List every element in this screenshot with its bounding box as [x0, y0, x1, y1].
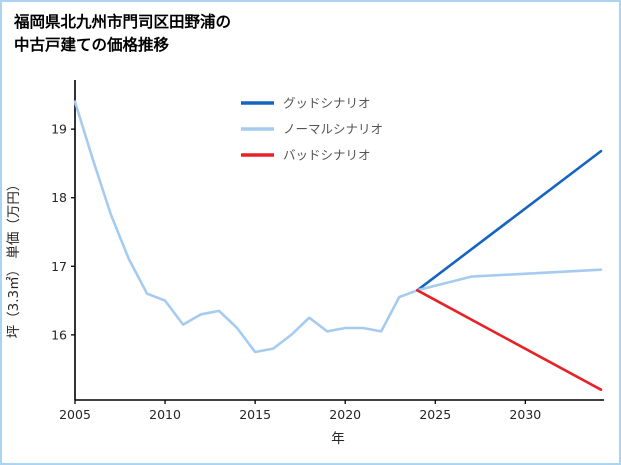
series-line-history [73, 100, 419, 354]
page-title-line1: 福岡県北九州市門司区田野浦の [14, 13, 232, 31]
y-tick-label: 17 [51, 259, 67, 274]
series-line-バッドシナリオ [415, 289, 603, 392]
page-title-line2: 中古戸建ての価格推移 [14, 36, 170, 55]
legend-label-2: ノーマルシナリオ [283, 122, 383, 137]
y-tick-label: 16 [51, 327, 67, 342]
x-tick-label: 2020 [329, 407, 361, 422]
y-tick-label: 18 [51, 190, 67, 205]
y-axis-title: 坪（3.3㎡） 単価（万円） [6, 178, 22, 339]
x-tick-label: 2005 [59, 407, 91, 422]
price-trend-chart: 2005 2010 2015 2020 2025 2030 16 17 18 19 年 坪（3.3㎡）… [6, 80, 604, 447]
x-tick-label: 2015 [239, 407, 271, 422]
x-tick-label: 2010 [149, 407, 181, 422]
legend-label-1: グッドシナリオ [283, 96, 371, 111]
x-axis-title: 年 [331, 431, 345, 447]
y-tick-label: 19 [51, 122, 67, 137]
series-line-グッドシナリオ [415, 149, 603, 292]
page-title: 福岡県北九州市門司区田野浦の 中古戸建ての価格推移 [2, 2, 619, 76]
legend-label-3: バッドシナリオ [283, 148, 371, 163]
x-tick-label: 2030 [509, 407, 541, 422]
x-tick-label: 2025 [419, 407, 451, 422]
series-line-ノーマルシナリオ [415, 268, 603, 292]
